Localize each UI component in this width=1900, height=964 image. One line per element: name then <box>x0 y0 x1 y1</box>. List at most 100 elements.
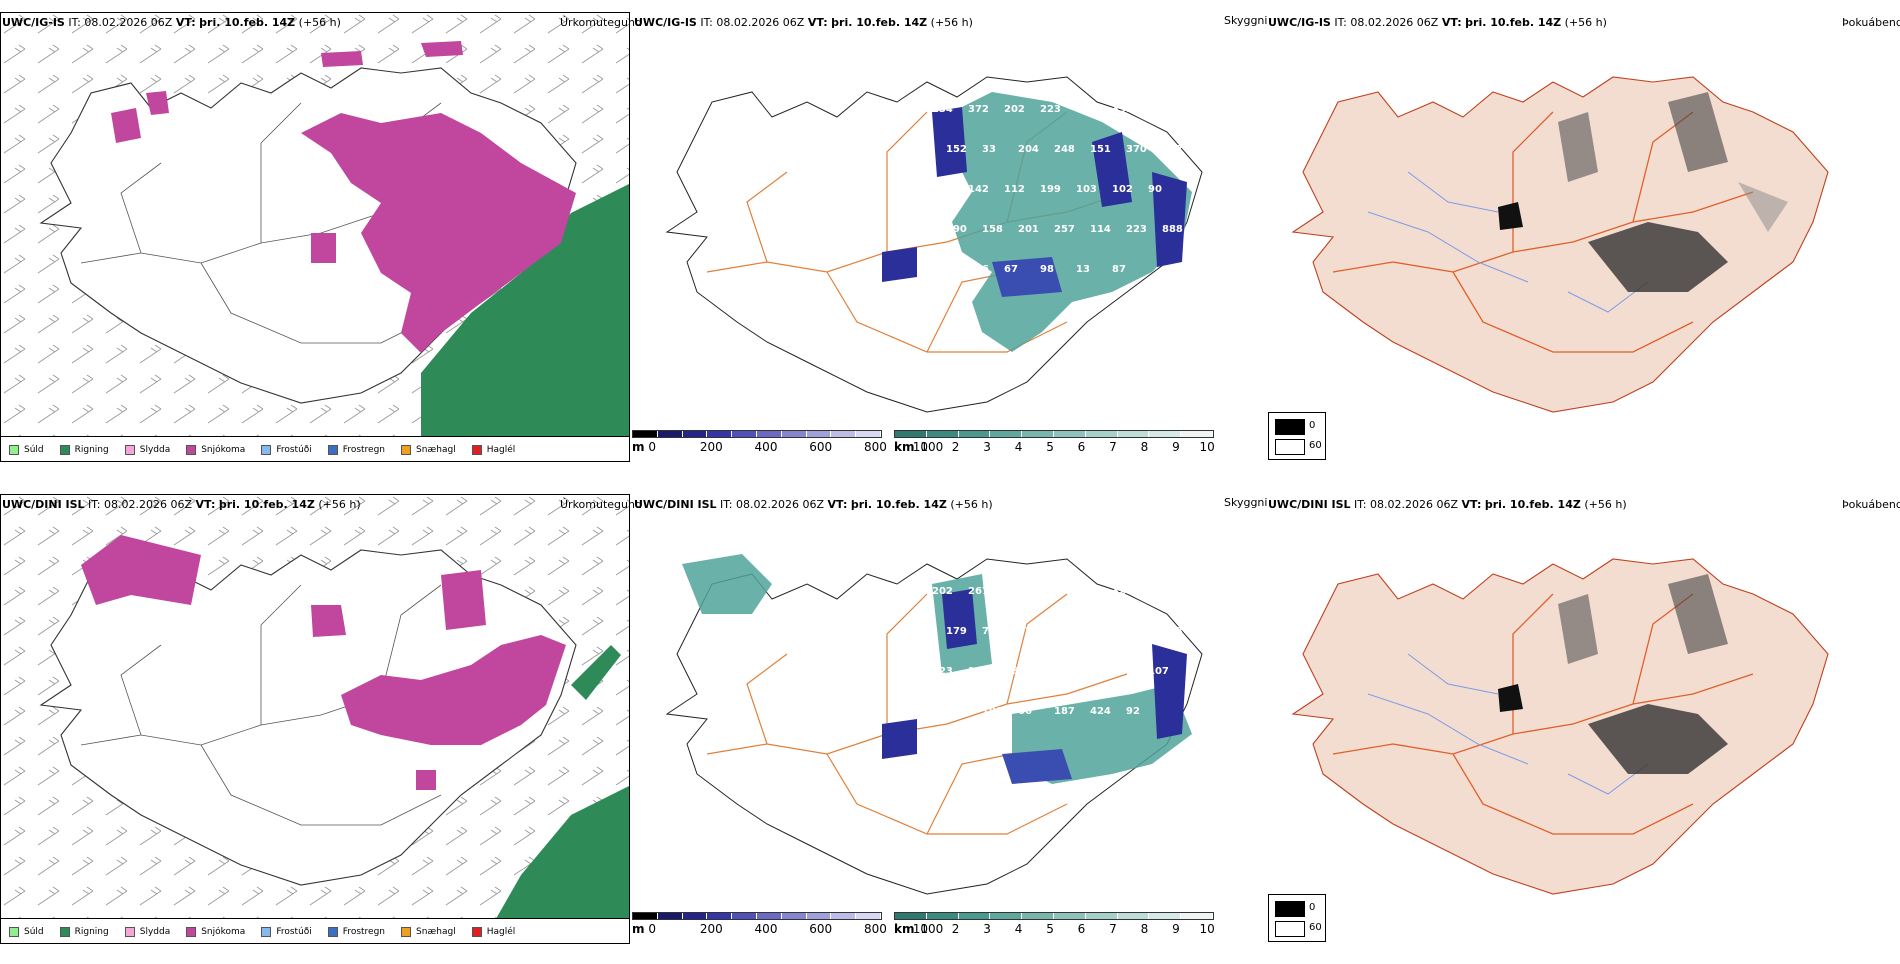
fog-light-swatch <box>1275 921 1305 937</box>
visibility-value: 339 <box>1112 104 1133 115</box>
visibility-value: 98 <box>1040 264 1054 275</box>
legend-label: Rigning <box>74 445 109 455</box>
visibility-value-labels: 234 372 202 223 389 339 184 152 33 204 248 151 370 37… <box>932 104 1183 275</box>
fog-dark-label: 0 <box>1309 902 1316 913</box>
snow-area <box>341 635 566 745</box>
precip-map-frame: Súld Rigning Slydda Snjókoma Frostúði Frostre… <box>0 12 630 462</box>
visibility-value: 100 <box>982 706 1003 717</box>
visibility-value: 307 <box>1126 626 1147 637</box>
visibility-value: 203 <box>1162 626 1183 637</box>
visibility-value-labels: 202 267 118 328 387 328 814 179 79 77 128 189 307 203… <box>932 586 1183 717</box>
fog-light-swatch <box>1275 439 1305 455</box>
fog-title: Þokuábendi <box>1842 498 1900 511</box>
legend-item-snjókoma: Snjókoma <box>186 445 245 455</box>
legend-label: Slydda <box>139 445 171 455</box>
legend-item-frostúði: Frostúði <box>261 445 312 455</box>
visibility-value: 189 <box>1090 626 1111 637</box>
legend-swatch <box>327 445 338 455</box>
visibility-value: 228 <box>1040 666 1061 677</box>
legend-label: Snæhagl <box>416 445 456 455</box>
snow-area <box>301 113 576 353</box>
visibility-value: 128 <box>1054 626 1075 637</box>
iceland-outline <box>39 549 577 886</box>
legend-swatch <box>186 927 197 937</box>
visibility-value: 223 <box>1126 224 1147 235</box>
legend-swatch <box>59 927 70 937</box>
visibility-value: 187 <box>1054 706 1075 717</box>
visibility-map-svg: 234 372 202 223 389 339 184 152 33 204 248 151 370 37… <box>665 76 1203 413</box>
legend-item-snæhagl: Snæhagl <box>401 445 456 455</box>
visibility-value: 370 <box>1126 144 1147 155</box>
visibility-value: 67 <box>1004 264 1018 275</box>
legend-label: Frostúði <box>276 927 312 937</box>
legend-swatch <box>261 445 272 455</box>
visibility-scale-labels: km 1 2 3 4 5 6 7 8 9 10 <box>894 922 1215 936</box>
precip-type-title: Úrkomutegund <box>560 498 642 511</box>
map-title: UWC/DINI ISL IT: 08.02.2026 06Z VT: þri.… <box>1268 498 1627 511</box>
legend-swatch <box>401 445 412 455</box>
visibility-value: 170 <box>932 184 953 195</box>
precip-map-frame: Súld Rigning Slydda Snjókoma Frostúði Frostre… <box>0 494 630 944</box>
visibility-title: Skyggni <box>1224 496 1268 509</box>
precip-type-title: Úrkomutegund <box>560 16 642 29</box>
visibility-value: 184 <box>1148 104 1169 115</box>
visibility-value: 199 <box>1040 184 1061 195</box>
visibility-value: 90 <box>1148 184 1162 195</box>
visibility-value: 154 <box>946 706 967 717</box>
legend-label: Rigning <box>74 927 109 937</box>
legend-swatch <box>9 927 19 937</box>
map-title: UWC/IG-IS IT: 08.02.2026 06Z VT: þri. 10… <box>1268 16 1607 29</box>
legend-swatch <box>9 445 19 455</box>
visibility-value: 118 <box>1004 586 1025 597</box>
visibility-value: 242 <box>1076 666 1097 677</box>
visibility-value: 201 <box>1018 224 1039 235</box>
map-title: UWC/IG-IS IT: 08.02.2026 06Z VT: þri. 10… <box>634 16 973 29</box>
legend-label: Frostregn <box>342 445 386 455</box>
altitude-scale-bar <box>632 430 882 438</box>
legend-swatch <box>124 445 135 455</box>
legend-item-slydda: Slydda <box>124 927 170 937</box>
visibility-value: 104 <box>968 666 989 677</box>
visibility-value: 151 <box>1090 144 1111 155</box>
visibility-value: 158 <box>982 224 1003 235</box>
visibility-value: 328 <box>1040 586 1061 597</box>
visibility-scale-labels: km 1 2 3 4 5 6 7 8 9 10 <box>894 440 1215 454</box>
visibility-value: 202 <box>932 586 953 597</box>
legend-item-súld: Súld <box>9 927 44 937</box>
visibility-value: 888 <box>1162 224 1183 235</box>
legend-item-haglél: Haglél <box>471 927 515 937</box>
legend-item-rigning: Rigning <box>59 927 109 937</box>
visibility-value: 179 <box>946 626 967 637</box>
fog-scale-legend: 0 60 <box>1268 412 1326 460</box>
legend-label: Snæhagl <box>416 927 456 937</box>
row-bottom: Súld Rigning Slydda Snjókoma Frostúði Frostre… <box>0 494 1900 964</box>
visibility-value: 13 <box>1076 264 1090 275</box>
fog-title: Þokuábendi <box>1842 16 1900 29</box>
fog-dark-label: 0 <box>1309 420 1316 431</box>
visibility-value: 79 <box>982 626 996 637</box>
visibility-value: 328 <box>1112 586 1133 597</box>
visibility-value: 66 <box>1018 706 1032 717</box>
visibility-value: 92 <box>1126 706 1140 717</box>
visibility-title: Skyggni <box>1224 14 1268 27</box>
visibility-value: 424 <box>1090 706 1111 717</box>
precip-type-panel-bottom: Súld Rigning Slydda Snjókoma Frostúði Frostre… <box>0 494 642 964</box>
map-title: UWC/DINI ISL IT: 08.02.2026 06Z VT: þri.… <box>634 498 993 511</box>
visibility-value: 162 <box>1004 666 1025 677</box>
visibility-value: 814 <box>1148 586 1169 597</box>
legend-item-frostregn: Frostregn <box>327 445 386 455</box>
precip-legend: Súld Rigning Slydda Snjókoma Frostúði Frostre… <box>1 436 629 461</box>
visibility-value: 114 <box>1090 224 1111 235</box>
visibility-value: 190 <box>946 224 967 235</box>
legend-label: Snjókoma <box>201 445 246 455</box>
legend-label: Snjókoma <box>201 927 246 937</box>
altitude-scale-bar <box>632 912 882 920</box>
visibility-value: 389 <box>1076 104 1097 115</box>
visibility-value: 77 <box>1018 626 1032 637</box>
visibility-value: 152 <box>946 144 967 155</box>
legend-item-súld: Súld <box>9 445 44 455</box>
visibility-value: 606 <box>932 264 953 275</box>
visibility-scale-bar <box>894 430 1214 438</box>
visibility-value: 107 <box>1148 666 1169 677</box>
rain-area <box>482 786 629 943</box>
